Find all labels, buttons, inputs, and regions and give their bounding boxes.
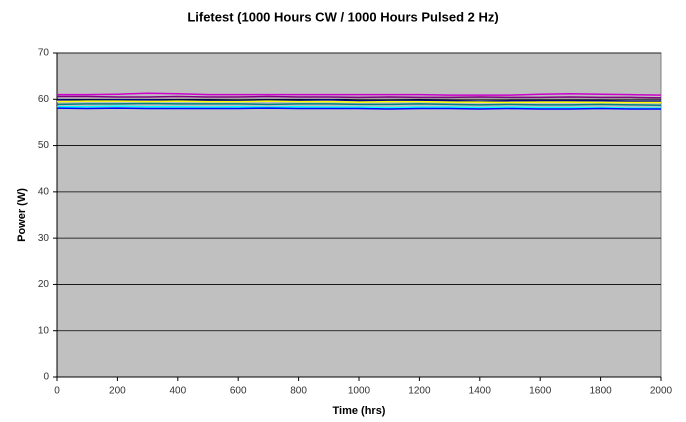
series-line	[56, 107, 661, 110]
y-tick-label: 30	[38, 233, 50, 244]
x-tick-label: 200	[109, 386, 126, 397]
x-tick-label: 1000	[348, 386, 371, 397]
y-axis-label: Power (W)	[16, 188, 28, 242]
x-tick-label: 2000	[650, 386, 673, 397]
x-axis-label: Time (hrs)	[333, 405, 386, 417]
x-tick-label: 1400	[469, 386, 492, 397]
y-tick-label: 10	[38, 325, 50, 336]
x-tick-label: 800	[290, 386, 307, 397]
series-line	[57, 92, 662, 96]
y-tick-label: 70	[38, 48, 50, 59]
x-tick-label: 600	[230, 386, 247, 397]
y-tick-label: 20	[38, 279, 50, 290]
x-tick-label: 400	[169, 386, 186, 397]
y-tick-label: 50	[38, 140, 50, 151]
x-tick-label: 0	[54, 386, 60, 397]
series-line	[57, 95, 662, 99]
series-line	[56, 98, 661, 102]
chart-title: Lifetest (1000 Hours CW / 1000 Hours Pul…	[187, 9, 498, 24]
y-tick-label: 0	[43, 372, 49, 383]
x-tick-label: 1800	[589, 386, 612, 397]
series-line	[56, 102, 662, 107]
y-tick-label: 60	[38, 94, 50, 105]
y-tick-label: 40	[38, 186, 50, 197]
x-tick-label: 1600	[529, 386, 552, 397]
series-line	[57, 105, 661, 109]
series-line	[56, 100, 661, 104]
x-tick-label: 1200	[408, 386, 431, 397]
